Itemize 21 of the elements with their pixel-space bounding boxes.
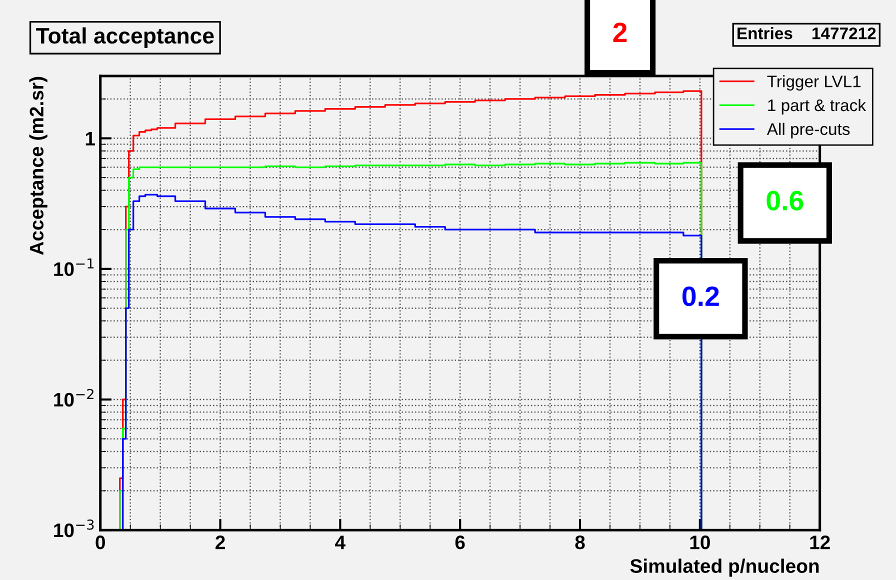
- x-tick-label: 10: [690, 535, 710, 550]
- legend-label: All pre-cuts: [766, 122, 850, 138]
- legend-label: 1 part & track: [768, 98, 866, 114]
- x-tick-label: 6: [455, 535, 465, 550]
- x-tick-label: 2: [216, 535, 225, 550]
- x-tick-label: 0: [96, 535, 105, 550]
- chart-title: Total acceptance: [36, 27, 214, 48]
- x-tick-label: 4: [335, 536, 346, 550]
- x-axis-title: Simulated p/nucleon: [630, 558, 819, 577]
- text: 2: [613, 22, 627, 42]
- legend-label: Trigger LVL1: [767, 75, 861, 91]
- y-tick-label: 10$^{−1}$: [54, 258, 94, 276]
- y-tick-label: 10$^{−2}$: [54, 388, 94, 407]
- annotation: 0.2: [682, 286, 719, 306]
- x-tick-label: 8: [575, 535, 585, 550]
- y-tick-label: 10$^{−3}$: [54, 519, 94, 538]
- annotation: 0.6: [766, 190, 804, 210]
- y-tick-label: 1: [86, 132, 95, 146]
- y-axis-title: Acceptance (m2.sr): [29, 76, 48, 255]
- x-tick-label: 12: [810, 535, 830, 550]
- text: Entries 1477212: [738, 27, 876, 40]
